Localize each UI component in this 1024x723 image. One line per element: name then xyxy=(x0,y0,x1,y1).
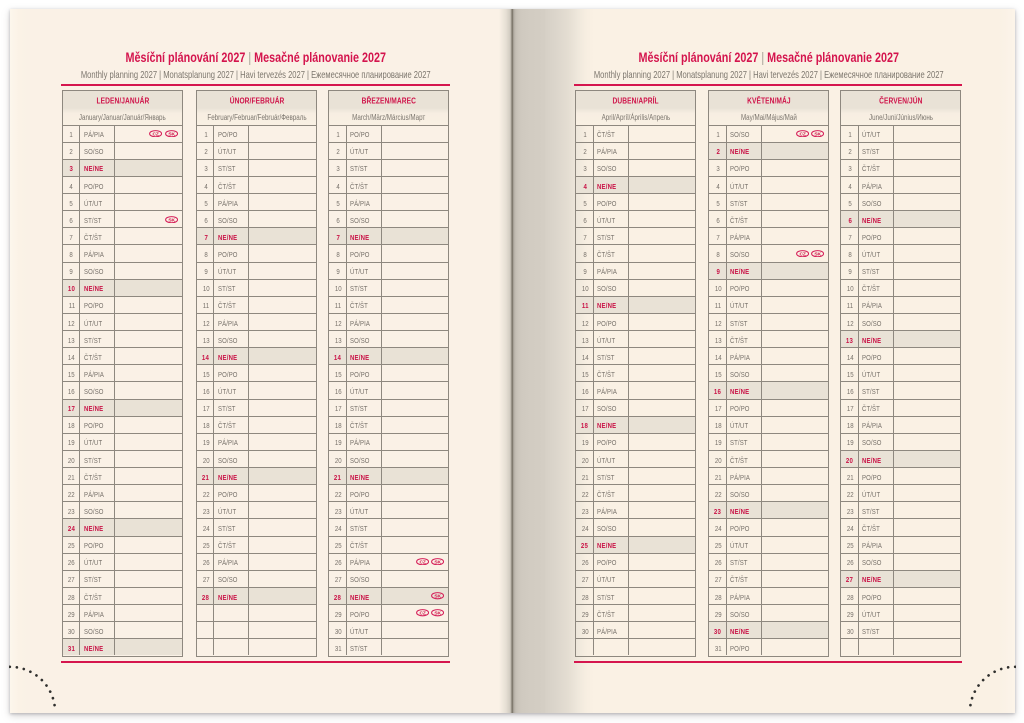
svg-text:SK: SK xyxy=(814,131,821,137)
svg-text:SK: SK xyxy=(168,131,175,137)
svg-text:CZ: CZ xyxy=(799,131,805,137)
svg-text:SK: SK xyxy=(434,594,441,600)
svg-text:SK: SK xyxy=(434,559,441,565)
svg-text:CZ: CZ xyxy=(153,131,159,137)
svg-text:CZ: CZ xyxy=(419,611,425,617)
svg-text:SK: SK xyxy=(814,251,821,257)
svg-text:SK: SK xyxy=(434,611,441,617)
svg-text:CZ: CZ xyxy=(419,559,425,565)
svg-text:CZ: CZ xyxy=(799,251,805,257)
svg-text:SK: SK xyxy=(168,217,175,223)
